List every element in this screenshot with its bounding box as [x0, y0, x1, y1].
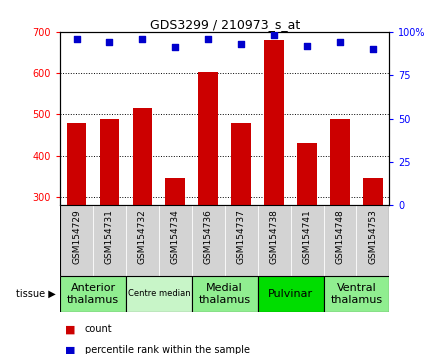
Bar: [258, 276, 324, 312]
Bar: [126, 205, 159, 276]
Text: GSM154737: GSM154737: [237, 209, 246, 264]
Bar: [126, 276, 192, 312]
Point: [205, 36, 212, 42]
Bar: [291, 205, 324, 276]
Point: [139, 36, 146, 42]
Point: [238, 41, 245, 47]
Text: ■: ■: [65, 346, 75, 354]
Point: [271, 33, 278, 38]
Bar: [93, 205, 126, 276]
Text: Medial
thalamus: Medial thalamus: [198, 283, 251, 305]
Bar: [192, 205, 225, 276]
Point: [106, 39, 113, 45]
Title: GDS3299 / 210973_s_at: GDS3299 / 210973_s_at: [150, 18, 300, 31]
Text: Pulvinar: Pulvinar: [268, 289, 313, 299]
Bar: [363, 178, 383, 205]
Point: [73, 36, 80, 42]
Bar: [356, 205, 389, 276]
Point: [172, 45, 179, 50]
Text: Centre median: Centre median: [128, 289, 190, 298]
Bar: [100, 119, 119, 205]
Bar: [133, 108, 152, 205]
Text: GSM154729: GSM154729: [72, 209, 81, 264]
Point: [336, 39, 344, 45]
Text: GSM154741: GSM154741: [303, 209, 312, 264]
Bar: [159, 205, 192, 276]
Text: GSM154748: GSM154748: [336, 209, 344, 264]
Bar: [330, 119, 350, 205]
Bar: [264, 40, 284, 205]
Bar: [231, 123, 251, 205]
Bar: [258, 205, 291, 276]
Bar: [60, 205, 93, 276]
Bar: [324, 276, 389, 312]
Bar: [297, 143, 317, 205]
Bar: [198, 72, 218, 205]
Bar: [166, 178, 185, 205]
Text: tissue ▶: tissue ▶: [16, 289, 56, 299]
Bar: [324, 205, 356, 276]
Point: [369, 46, 376, 52]
Bar: [192, 276, 258, 312]
Text: GSM154734: GSM154734: [171, 209, 180, 264]
Bar: [60, 276, 126, 312]
Point: [303, 43, 311, 48]
Text: GSM154731: GSM154731: [105, 209, 114, 264]
Text: GSM154732: GSM154732: [138, 209, 147, 264]
Text: Ventral
thalamus: Ventral thalamus: [330, 283, 383, 305]
Text: percentile rank within the sample: percentile rank within the sample: [85, 346, 250, 354]
Bar: [67, 123, 86, 205]
Bar: [225, 205, 258, 276]
Text: ■: ■: [65, 324, 75, 334]
Text: count: count: [85, 324, 112, 334]
Text: Anterior
thalamus: Anterior thalamus: [67, 283, 119, 305]
Text: GSM154753: GSM154753: [368, 209, 377, 264]
Text: GSM154738: GSM154738: [270, 209, 279, 264]
Text: GSM154736: GSM154736: [204, 209, 213, 264]
